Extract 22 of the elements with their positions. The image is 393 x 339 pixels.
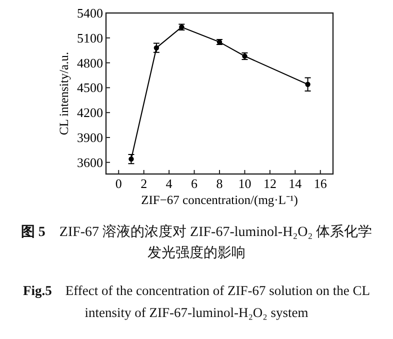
- y-tick-label: 3900: [77, 130, 103, 145]
- y-axis-title: CL intensity/a.u.: [57, 52, 71, 136]
- text: Effect of the concentration of ZIF-67 solution on the CL intensity of ZIF-67-luminol-H₂O₂ system: [65, 283, 370, 320]
- x-tick-label: 10: [238, 176, 252, 191]
- x-tick-label: 6: [191, 176, 198, 191]
- caption: Fig.5: [23, 283, 52, 298]
- x-axis-title: ZIF−67 concentration/(mg·L⁻¹): [141, 193, 298, 207]
- caption: 图 5: [20, 225, 46, 240]
- x-tick-label: 8: [216, 176, 223, 191]
- x-tick-label: 4: [166, 176, 173, 191]
- x-tick-label: 12: [263, 176, 276, 191]
- x-tick-label: 16: [314, 176, 328, 191]
- x-tick-label: 14: [288, 176, 302, 191]
- y-tick-label: 4800: [77, 55, 103, 70]
- y-tick-label: 5400: [77, 6, 103, 20]
- y-tick-label: 3600: [77, 154, 103, 170]
- y-tick-label: 4200: [77, 105, 103, 120]
- text: ZIF-67 溶液的浓度对 ZIF-67-luminol-H₂O₂ 体系化学发光强度的影响: [59, 225, 372, 261]
- y-tick-label: 4500: [77, 80, 103, 96]
- x-tick-label: 2: [140, 176, 148, 191]
- y-tick-label: 5100: [77, 30, 103, 46]
- x-tick-label: 0: [115, 176, 122, 191]
